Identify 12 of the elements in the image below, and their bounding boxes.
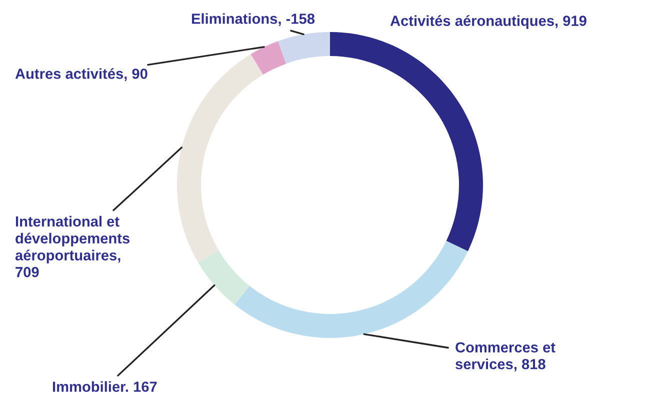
slice-label: Eliminations, -158 bbox=[192, 13, 315, 26]
donut-slice bbox=[234, 240, 468, 338]
donut-slice bbox=[177, 54, 264, 262]
donut-slice bbox=[330, 32, 483, 252]
slice-label: Commerces et services, 818 bbox=[456, 342, 556, 372]
slice-label: Activités aéronautiques, 919 bbox=[390, 15, 586, 29]
slice-label: International et développements aéroportuaires, 709 bbox=[15, 216, 130, 278]
donut-slice bbox=[198, 250, 250, 305]
donut-slice bbox=[250, 41, 286, 75]
slice-label: Immobilier. 167 bbox=[52, 381, 157, 392]
slice-label: Autres activités, 90 bbox=[15, 68, 148, 82]
donut-slice bbox=[278, 32, 330, 64]
